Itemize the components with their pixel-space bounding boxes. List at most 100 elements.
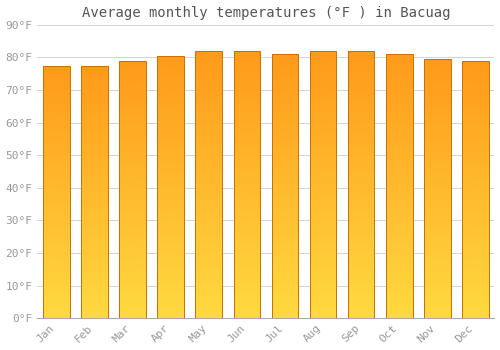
Bar — [424, 292, 450, 295]
Bar — [120, 241, 146, 244]
Bar — [386, 279, 412, 281]
Bar — [386, 250, 412, 252]
Bar — [310, 86, 336, 88]
Bar — [272, 133, 298, 136]
Bar — [348, 126, 374, 128]
Bar — [272, 157, 298, 160]
Bar — [424, 137, 450, 139]
Bar — [310, 126, 336, 128]
Bar — [272, 149, 298, 152]
Bar — [234, 284, 260, 286]
Bar — [424, 209, 450, 212]
Bar — [348, 86, 374, 88]
Bar — [272, 80, 298, 83]
Bar — [234, 91, 260, 94]
Bar — [272, 263, 298, 265]
Bar — [158, 169, 184, 171]
Bar — [158, 134, 184, 137]
Bar — [462, 110, 488, 112]
Bar — [43, 119, 70, 121]
Bar — [462, 161, 488, 164]
Bar — [234, 120, 260, 123]
Bar — [386, 152, 412, 155]
Bar — [348, 166, 374, 169]
Bar — [386, 183, 412, 186]
Bar — [424, 96, 450, 98]
Bar — [43, 126, 70, 129]
Bar — [386, 102, 412, 104]
Bar — [196, 126, 222, 128]
Bar — [196, 64, 222, 67]
Bar — [158, 176, 184, 179]
Bar — [272, 265, 298, 268]
Bar — [196, 251, 222, 254]
Bar — [120, 295, 146, 298]
Bar — [196, 203, 222, 206]
Bar — [196, 176, 222, 179]
Bar — [158, 250, 184, 253]
Bar — [158, 310, 184, 313]
Bar — [120, 261, 146, 264]
Bar — [158, 108, 184, 111]
Bar — [424, 165, 450, 168]
Bar — [272, 250, 298, 252]
Bar — [272, 97, 298, 99]
Bar — [120, 187, 146, 189]
Bar — [348, 161, 374, 163]
Bar — [43, 288, 70, 290]
Bar — [462, 76, 488, 79]
Bar — [120, 192, 146, 195]
Bar — [310, 267, 336, 270]
Bar — [81, 293, 108, 295]
Bar — [348, 225, 374, 228]
Bar — [120, 122, 146, 125]
Bar — [462, 298, 488, 300]
Bar — [234, 80, 260, 83]
Bar — [234, 102, 260, 104]
Bar — [196, 110, 222, 112]
Bar — [348, 118, 374, 120]
Bar — [386, 107, 412, 110]
Bar — [386, 181, 412, 183]
Bar — [196, 88, 222, 91]
Bar — [462, 107, 488, 110]
Bar — [81, 167, 108, 169]
Bar — [120, 89, 146, 92]
Bar — [158, 98, 184, 100]
Bar — [43, 217, 70, 220]
Bar — [272, 212, 298, 215]
Bar — [196, 75, 222, 78]
Bar — [386, 215, 412, 218]
Bar — [234, 158, 260, 161]
Bar — [462, 146, 488, 148]
Bar — [43, 220, 70, 222]
Bar — [158, 237, 184, 239]
Bar — [424, 285, 450, 287]
Bar — [272, 310, 298, 313]
Bar — [120, 146, 146, 148]
Bar — [43, 285, 70, 288]
Bar — [272, 186, 298, 189]
Bar — [272, 152, 298, 155]
Bar — [310, 254, 336, 257]
Bar — [196, 80, 222, 83]
Bar — [43, 212, 70, 215]
Bar — [310, 281, 336, 284]
Bar — [81, 199, 108, 202]
Bar — [43, 310, 70, 313]
Bar — [81, 131, 108, 134]
Bar — [424, 264, 450, 266]
Bar — [386, 141, 412, 144]
Bar — [81, 174, 108, 177]
Bar — [196, 67, 222, 70]
Bar — [386, 308, 412, 310]
Bar — [424, 83, 450, 85]
Bar — [234, 265, 260, 267]
Bar — [310, 171, 336, 174]
Bar — [158, 103, 184, 106]
Bar — [196, 211, 222, 214]
Bar — [196, 286, 222, 289]
Bar — [158, 218, 184, 221]
Bar — [386, 126, 412, 128]
Bar — [234, 70, 260, 72]
